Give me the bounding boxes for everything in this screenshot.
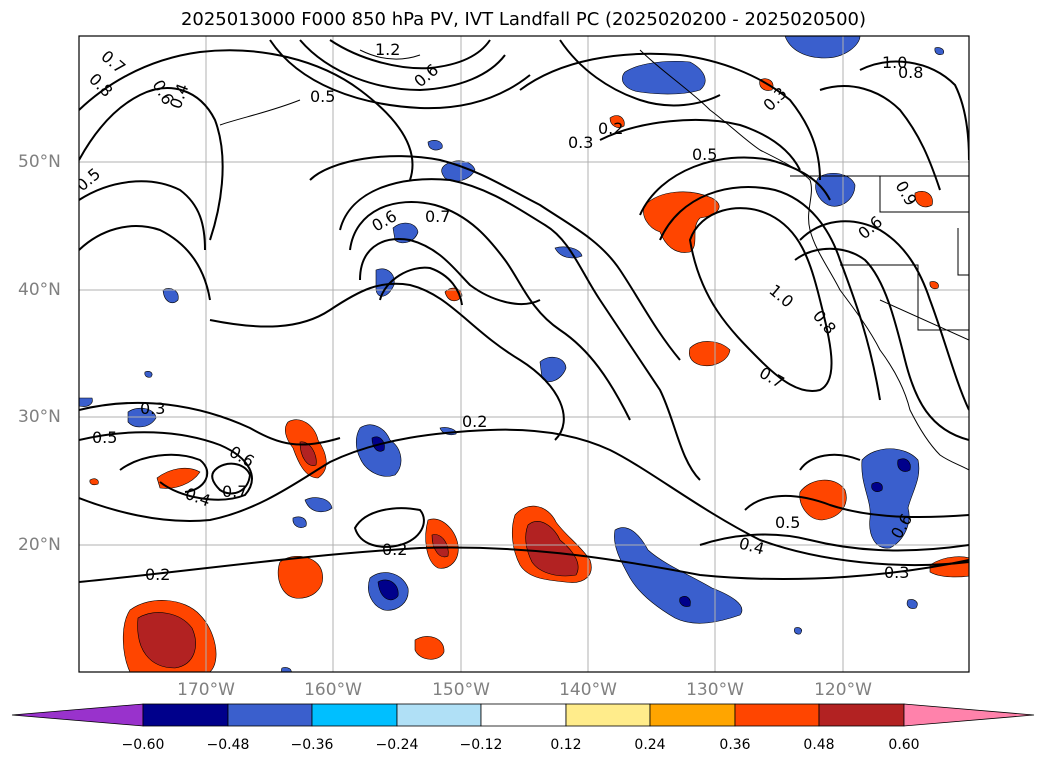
lat-label: 40°N bbox=[18, 280, 61, 300]
coastlines bbox=[219, 49, 969, 471]
colorbar-segment bbox=[227, 703, 313, 727]
contour-label: 1.0 bbox=[882, 53, 907, 72]
colorbar-segment bbox=[480, 703, 567, 727]
negative-anomaly-fills bbox=[79, 36, 945, 672]
contour-label: 0.5 bbox=[310, 87, 335, 106]
contour-label: 0.2 bbox=[145, 565, 170, 584]
colorbar-tick: 0.36 bbox=[719, 737, 751, 753]
colorbar-tick: 0.48 bbox=[803, 737, 835, 753]
lon-label: 120°W bbox=[814, 680, 872, 700]
colorbar-tick: 0.60 bbox=[888, 737, 920, 753]
map-title: 2025013000 F000 850 hPa PV, IVT Landfall… bbox=[180, 9, 867, 30]
lat-label: 20°N bbox=[18, 535, 61, 555]
colorbar-tick: 0.12 bbox=[550, 737, 582, 753]
colorbar-extend-max bbox=[903, 703, 1035, 727]
contour-label: 0.7 bbox=[425, 207, 450, 226]
contour-label: 1.2 bbox=[375, 40, 400, 59]
ivt-contours bbox=[79, 39, 969, 583]
contour-label: 0.8 bbox=[898, 63, 923, 82]
colorbar-tick: −0.48 bbox=[206, 737, 250, 753]
lon-label: 140°W bbox=[559, 680, 617, 700]
colorbar-segment bbox=[649, 703, 736, 727]
colorbar-segment bbox=[311, 703, 398, 727]
contour-label: 0.5 bbox=[692, 145, 717, 164]
colorbar-tick: −0.12 bbox=[459, 737, 503, 753]
contour-label: 0.3 bbox=[884, 563, 909, 582]
colorbar-tick: −0.36 bbox=[290, 737, 334, 753]
colorbar-tick: −0.60 bbox=[121, 737, 165, 753]
lon-label: 150°W bbox=[432, 680, 490, 700]
lon-label: 160°W bbox=[304, 680, 362, 700]
contour-label: 0.2 bbox=[462, 412, 487, 431]
colorbar-segment bbox=[142, 703, 229, 727]
contour-label: 0.3 bbox=[140, 399, 165, 418]
lat-label: 30°N bbox=[18, 407, 61, 427]
contour-label: 0.7 bbox=[222, 482, 247, 501]
lat-lon-grid bbox=[79, 36, 969, 672]
lon-label: 130°W bbox=[686, 680, 744, 700]
positive-anomaly-fills bbox=[89, 78, 969, 672]
colorbar-segment bbox=[565, 703, 651, 727]
contour-label: 0.3 bbox=[568, 133, 593, 152]
contour-label: 0.5 bbox=[775, 513, 800, 532]
contour-label: 0.2 bbox=[598, 119, 623, 138]
colorbar bbox=[11, 703, 1035, 727]
contour-label: 0.2 bbox=[382, 540, 407, 559]
colorbar-segment bbox=[396, 703, 482, 727]
lat-label: 50°N bbox=[18, 152, 61, 172]
map-plot-area: 0.7 0.8 0.6 0.4 1.2 0.6 0.5 0.3 0.2 0.3 … bbox=[79, 36, 969, 672]
colorbar-extend-min bbox=[11, 703, 144, 727]
colorbar-segment bbox=[734, 703, 820, 727]
lon-label: 170°W bbox=[177, 680, 235, 700]
plot-frame bbox=[78, 35, 970, 673]
colorbar-segment bbox=[818, 703, 905, 727]
colorbar-tick: 0.24 bbox=[634, 737, 666, 753]
colorbar-tick: −0.24 bbox=[375, 737, 419, 753]
contour-label: 0.5 bbox=[92, 428, 117, 447]
